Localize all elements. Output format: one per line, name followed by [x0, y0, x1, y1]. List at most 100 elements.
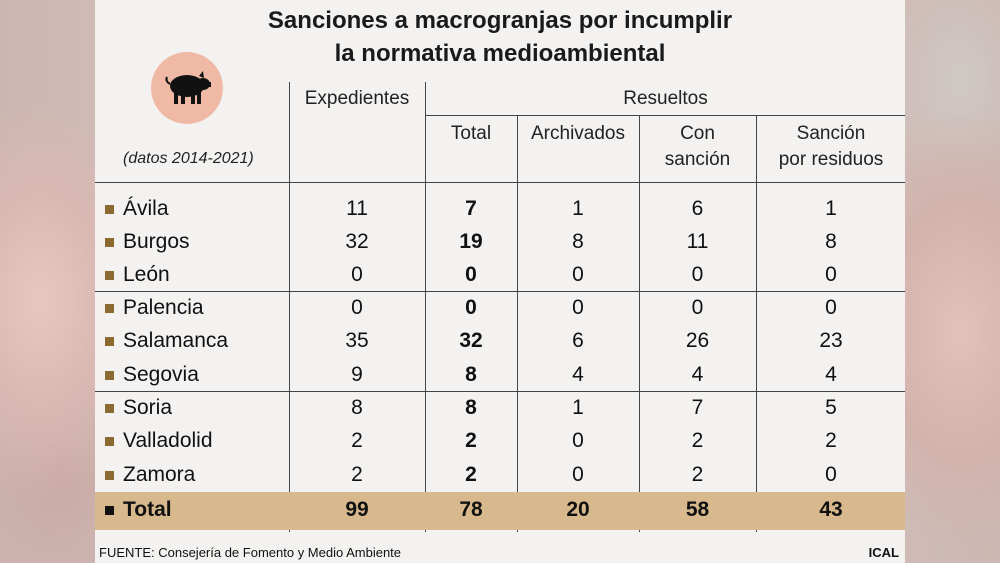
province-name: Ávila — [123, 197, 169, 220]
cell-total: 19 — [459, 230, 483, 253]
divider-vertical — [639, 116, 640, 532]
table-row: Burgos 32 19 8 11 8 — [95, 226, 905, 259]
agency-credit: ICAL — [868, 545, 899, 560]
cell-archivados: 0 — [572, 463, 584, 486]
cell-sancion-residuos: 4 — [825, 363, 837, 386]
cell-sancion-residuos: 0 — [825, 463, 837, 486]
cell-con-sancion: 11 — [686, 230, 709, 253]
cell-expedientes: 2 — [351, 463, 363, 486]
cell-sancion-residuos: 0 — [825, 263, 837, 286]
cell-total: 8 — [465, 363, 477, 386]
row-bullet — [105, 506, 114, 515]
cell-total: 32 — [459, 329, 483, 352]
table-row: León 0 0 0 0 0 — [95, 259, 905, 292]
divider-horizontal — [95, 391, 905, 392]
row-bullet — [105, 371, 114, 380]
cell-expedientes: 9 — [351, 363, 363, 386]
row-bullet — [105, 404, 114, 413]
cell-con-sancion: 4 — [691, 363, 704, 386]
province-name: León — [123, 263, 170, 286]
cell-archivados: 0 — [572, 263, 584, 286]
cell-total: 8 — [465, 396, 477, 419]
cell-archivados: 0 — [572, 296, 584, 319]
header-resueltos: Resueltos — [623, 88, 708, 109]
cell-expedientes: 0 — [351, 296, 363, 319]
cell-expedientes: 99 — [345, 498, 369, 521]
province-name: Total — [123, 498, 172, 521]
table-row: Soria 8 8 1 7 5 — [95, 392, 905, 425]
cell-sancion-residuos: 0 — [825, 296, 837, 319]
cell-total: 7 — [465, 197, 477, 220]
cell-expedientes: 8 — [351, 396, 363, 419]
table-row: Palencia 0 0 0 0 0 — [95, 292, 905, 325]
cell-total: 0 — [465, 296, 477, 319]
cell-con-sancion: 26 — [685, 329, 710, 352]
divider-vertical — [517, 116, 518, 532]
row-bullet — [105, 337, 114, 346]
divider-vertical — [756, 116, 757, 532]
header-con-sancion-line2: sanción — [664, 149, 731, 170]
cell-expedientes: 2 — [351, 429, 363, 452]
divider-vertical — [425, 82, 426, 532]
cell-con-sancion: 2 — [691, 463, 704, 486]
header-residuos-line1: Sanción — [796, 123, 866, 144]
header-residuos-line2: por residuos — [778, 149, 884, 170]
cell-total: 2 — [465, 463, 477, 486]
province-name: Valladolid — [123, 429, 213, 452]
row-bullet — [105, 238, 114, 247]
cell-archivados: 6 — [572, 329, 584, 352]
province-name: Soria — [123, 396, 173, 419]
table-row: Valladolid 2 2 0 2 2 — [95, 425, 905, 458]
cell-sancion-residuos: 1 — [825, 197, 837, 220]
title-line-2: la normativa medioambiental — [334, 40, 666, 67]
header-con-sancion: Con sanción — [640, 121, 755, 173]
header-con-sancion-line1: Con — [680, 123, 715, 144]
source-note: FUENTE: Consejería de Fomento y Medio Am… — [99, 545, 402, 560]
cell-con-sancion: 0 — [691, 263, 704, 286]
province-name: Palencia — [123, 296, 204, 319]
cell-con-sancion: 2 — [691, 429, 704, 452]
table-row: Ávila 11 7 1 6 1 — [95, 193, 905, 226]
row-bullet — [105, 271, 114, 280]
cell-con-sancion: 58 — [685, 498, 710, 521]
cell-sancion-residuos: 5 — [825, 396, 837, 419]
cell-archivados: 4 — [572, 363, 584, 386]
pig-icon — [151, 52, 223, 124]
cell-sancion-residuos: 2 — [825, 429, 837, 452]
total-row: Total 99 78 20 58 43 — [95, 492, 905, 530]
divider-vertical — [289, 82, 290, 532]
row-bullet — [105, 471, 114, 480]
table-row: Salamanca 35 32 6 26 23 — [95, 325, 905, 358]
chart-title: Sanciones a macrogranjas por incumplir l… — [95, 4, 905, 70]
cell-expedientes: 32 — [345, 230, 369, 253]
cell-expedientes: 11 — [346, 197, 368, 220]
divider-horizontal — [95, 291, 905, 292]
row-bullet — [105, 437, 114, 446]
cell-con-sancion: 7 — [691, 396, 704, 419]
cell-con-sancion: 6 — [691, 197, 704, 220]
table-row: Segovia 9 8 4 4 4 — [95, 359, 905, 392]
header-archivados: Archivados — [531, 123, 625, 144]
cell-expedientes: 0 — [351, 263, 363, 286]
cell-expedientes: 35 — [345, 329, 369, 352]
province-name: Zamora — [123, 463, 196, 486]
cell-archivados: 1 — [572, 197, 584, 220]
divider-horizontal — [95, 182, 905, 183]
table-row: Zamora 2 2 0 2 0 — [95, 459, 905, 492]
divider-horizontal — [425, 115, 905, 116]
header-total: Total — [450, 123, 492, 144]
cell-con-sancion: 0 — [691, 296, 704, 319]
cell-total: 0 — [465, 263, 477, 286]
cell-total: 78 — [459, 498, 483, 521]
cell-archivados: 20 — [566, 498, 590, 521]
title-line-1: Sanciones a macrogranjas por incumplir — [267, 7, 733, 34]
header-sancion-residuos: Sanción por residuos — [757, 121, 905, 173]
infographic-panel: Sanciones a macrogranjas por incumplir l… — [95, 0, 905, 563]
cell-sancion-residuos: 8 — [825, 230, 837, 253]
province-name: Burgos — [123, 230, 190, 253]
period-label: (datos 2014-2021) — [123, 150, 254, 167]
cell-archivados: 8 — [572, 230, 584, 253]
province-name: Segovia — [123, 363, 199, 386]
row-bullet — [105, 304, 114, 313]
province-name: Salamanca — [123, 329, 229, 352]
